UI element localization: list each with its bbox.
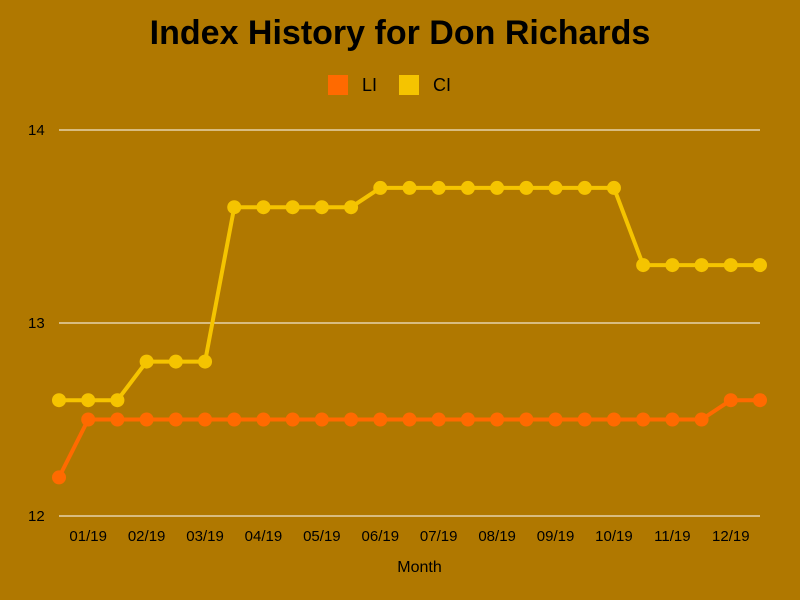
data-point-ci (139, 354, 154, 369)
data-point-ci (402, 180, 417, 195)
data-point-li (256, 412, 271, 427)
data-point-li (344, 412, 359, 427)
data-point-li (694, 412, 709, 427)
data-point-ci (52, 393, 66, 408)
x-tick-label: 08/19 (478, 528, 516, 545)
data-point-ci (606, 180, 621, 195)
data-point-li (373, 412, 388, 427)
data-point-ci (198, 354, 213, 369)
legend-label-li: LI (362, 75, 377, 95)
series-line-ci (59, 185, 760, 403)
data-point-li (577, 412, 592, 427)
x-tick-label: 12/19 (712, 528, 750, 545)
x-tick-label: 04/19 (245, 528, 283, 545)
data-point-ci (548, 180, 563, 195)
x-tick-label: 03/19 (186, 528, 224, 545)
data-point-ci (110, 393, 125, 408)
y-tick-label: 13 (28, 315, 45, 332)
data-point-li (723, 393, 738, 408)
data-point-li (139, 412, 154, 427)
data-point-li (198, 412, 213, 427)
data-point-li (548, 412, 563, 427)
data-point-ci (431, 180, 446, 195)
data-point-li (402, 412, 417, 427)
data-point-ci (490, 180, 505, 195)
data-point-ci (694, 258, 709, 273)
data-point-li (460, 412, 475, 427)
data-point-li (606, 412, 621, 427)
data-point-li (636, 412, 651, 427)
data-point-ci (227, 200, 242, 215)
legend-swatch-li (328, 75, 348, 95)
data-point-ci (81, 393, 96, 408)
series-line-li (57, 398, 760, 479)
x-tick-label: 09/19 (537, 528, 575, 545)
x-tick-label: 01/19 (69, 528, 107, 545)
legend-swatch-ci (399, 75, 419, 95)
data-point-ci (168, 354, 183, 369)
data-point-li (431, 412, 446, 427)
data-point-li (665, 412, 680, 427)
data-point-ci (753, 258, 767, 273)
x-tick-label: 10/19 (595, 528, 633, 545)
data-point-li (314, 412, 329, 427)
data-point-li (753, 393, 767, 408)
data-point-li (285, 412, 300, 427)
data-point-li (110, 412, 125, 427)
data-point-ci (577, 180, 592, 195)
data-point-li (81, 412, 96, 427)
data-point-li (227, 412, 242, 427)
data-point-ci (665, 258, 680, 273)
data-point-ci (636, 258, 651, 273)
data-point-li (168, 412, 183, 427)
x-tick-label: 02/19 (128, 528, 166, 545)
legend-label-ci: CI (433, 75, 451, 95)
y-tick-label: 14 (28, 122, 45, 139)
data-point-ci (723, 258, 738, 273)
data-point-ci (285, 200, 300, 215)
data-point-ci (256, 200, 271, 215)
data-point-li (490, 412, 505, 427)
x-axis-title: Month (397, 559, 441, 576)
data-point-li (519, 412, 534, 427)
x-tick-label: 07/19 (420, 528, 458, 545)
data-point-ci (460, 180, 475, 195)
x-tick-label: 05/19 (303, 528, 341, 545)
data-point-li (52, 470, 66, 485)
x-tick-label: 11/19 (654, 528, 690, 545)
x-tick-label: 06/19 (362, 528, 400, 545)
data-point-ci (519, 180, 534, 195)
chart-title: Index History for Don Richards (149, 14, 651, 52)
data-point-ci (373, 180, 388, 195)
data-point-ci (314, 200, 329, 215)
y-tick-label: 12 (28, 508, 45, 525)
data-point-ci (344, 200, 359, 215)
